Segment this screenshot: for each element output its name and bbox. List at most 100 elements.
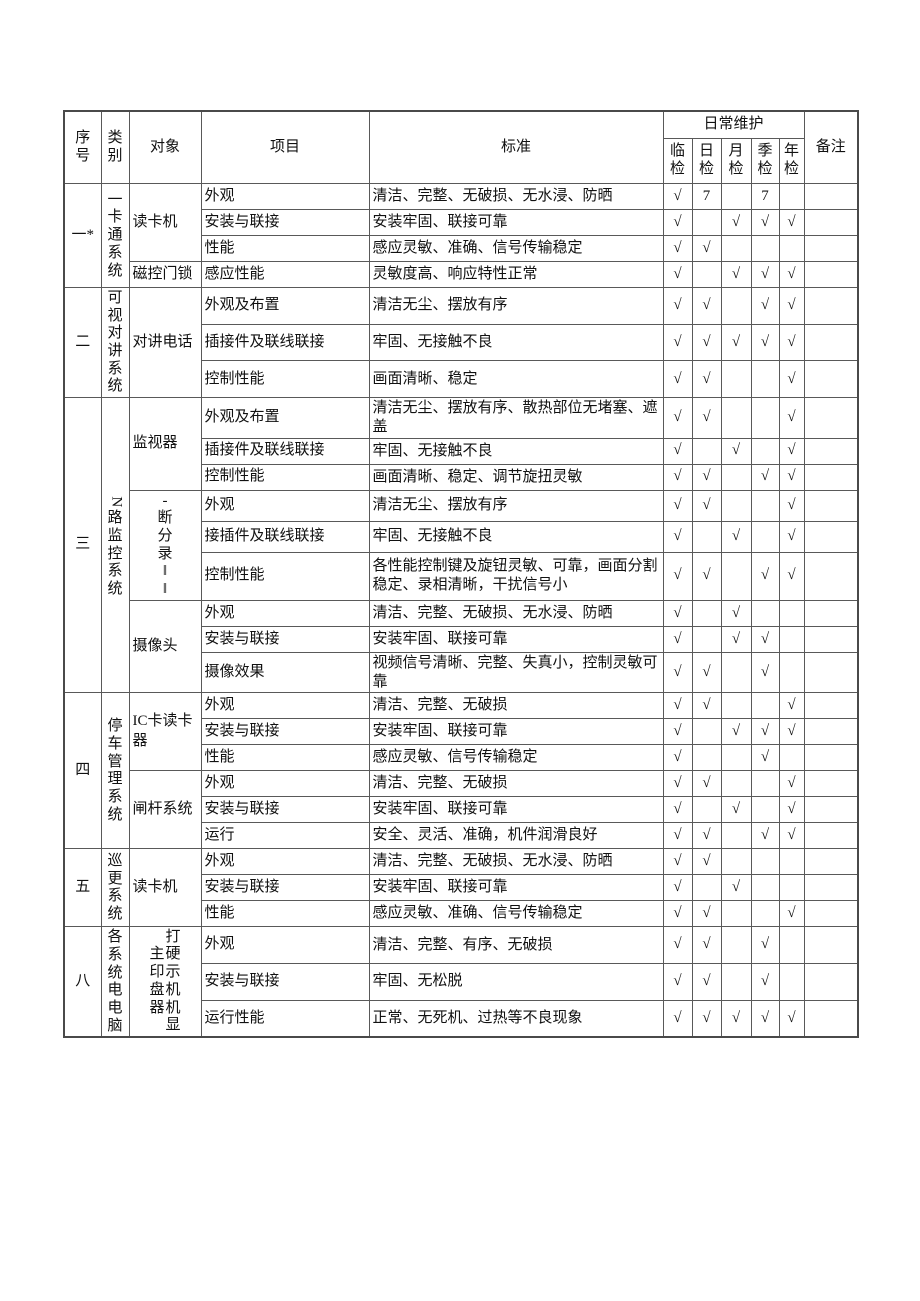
remark-cell <box>803 261 859 288</box>
standard-cell: 清洁、完整、无破损、无水浸、防晒 <box>368 599 664 627</box>
object-cell: 摄像头 <box>128 599 202 694</box>
check-cell-4: √ <box>778 437 805 465</box>
item-cell: 控制性能 <box>200 551 370 601</box>
check-cell-4 <box>778 183 805 210</box>
item-cell: 安装与联接 <box>200 874 370 902</box>
item-cell: 摄像效果 <box>200 651 370 694</box>
check-cell-0: √ <box>662 770 693 798</box>
vertical-text: 打硬示机机显 <box>165 928 181 1034</box>
vertical-text: 巡更系统 <box>107 852 123 922</box>
vertical-text: 临检 <box>669 143 685 177</box>
header-check-1: 日检 <box>691 138 722 184</box>
check-cell-3: √ <box>750 261 780 288</box>
item-cell: 外观 <box>200 692 370 720</box>
check-cell-1: √ <box>691 651 722 694</box>
check-cell-0: √ <box>662 599 693 627</box>
check-cell-0: √ <box>662 520 693 553</box>
standard-cell: 感应灵敏、信号传输稳定 <box>368 744 664 772</box>
header-check-3: 季检 <box>750 138 780 184</box>
table-row: 二可视对讲系统对讲电话 外观及布置 清洁无尘、摆放有序 √ √ √ √ <box>63 286 859 399</box>
remark-cell <box>803 520 859 553</box>
check-cell-4: √ <box>778 463 805 491</box>
standard-cell: 安装牢固、联接可靠 <box>368 209 664 236</box>
check-cell-1: √ <box>691 397 722 439</box>
remark-cell <box>803 962 859 1001</box>
check-cell-4 <box>778 926 805 964</box>
check-cell-4 <box>778 235 805 262</box>
check-cell-2 <box>720 848 752 876</box>
check-cell-0: √ <box>662 397 693 439</box>
object-cell: 主印盘器打硬示机机显 <box>128 926 202 1038</box>
check-cell-4 <box>778 599 805 627</box>
table-row: 性能 感应灵敏、准确、信号传输稳定 √ √ √ <box>64 900 859 928</box>
remark-cell <box>803 692 859 720</box>
check-cell-2: √ <box>720 999 752 1038</box>
vertical-text: 主印盘器 <box>149 946 165 1016</box>
standard-cell: 画面清晰、稳定、调节旋扭灵敏 <box>368 463 664 491</box>
check-cell-3: √ <box>750 651 780 694</box>
check-cell-4: √ <box>778 551 805 601</box>
table-row: 摄像头 外观 清洁、完整、无破损、无水浸、防晒 √ √ <box>64 599 859 694</box>
table-row: 闸杆系统 外观 清洁、完整、无破损 √ √ √ <box>64 770 859 850</box>
remark-cell <box>803 235 859 262</box>
check-cell-0: √ <box>662 962 693 1001</box>
table-row: 四停车管理系统 IC卡读卡器 外观 清洁、完整、无破损 √ √ √ <box>63 692 859 850</box>
remark-cell <box>803 489 859 522</box>
vertical-text: 类别 <box>107 129 123 164</box>
check-cell-2 <box>720 900 752 928</box>
standard-cell: 清洁、完整、有序、无破损 <box>368 926 664 964</box>
table-row: 摄像效果 视频信号清晰、完整、失真小，控制灵敏可靠 √ √ √ <box>64 651 859 694</box>
check-cell-1: √ <box>691 235 722 262</box>
table-row: 运行 安全、灵活、准确，机件润滑良好 √ √ √ √ <box>64 822 859 850</box>
check-cell-3 <box>750 397 780 439</box>
check-cell-4: √ <box>778 261 805 288</box>
vertical-text-columns: 主印盘器打硬示机机显 <box>149 929 180 1035</box>
check-cell-3 <box>750 874 780 902</box>
check-cell-2 <box>720 744 752 772</box>
check-cell-1: √ <box>691 926 722 964</box>
check-cell-0: √ <box>662 926 693 964</box>
table-row: 三 N 路监控系统监视器 外观及布置 清洁无尘、摆放有序、散热部位无堵塞、遮盖 √ √ √ <box>63 397 859 694</box>
check-cell-2 <box>720 962 752 1001</box>
remark-cell <box>803 874 859 902</box>
table-row: 控制性能 画面清晰、稳定 √ √ √ <box>64 360 859 399</box>
check-cell-3 <box>750 437 780 465</box>
object-cell: 磁控门锁 <box>128 261 202 288</box>
remark-cell <box>803 287 859 325</box>
vertical-text: 各系统电电脑 <box>107 929 123 1034</box>
check-cell-0: √ <box>662 209 693 236</box>
table-row: 控制性能 画面清晰、稳定、调节旋扭灵敏 √ √ √ √ <box>64 463 859 491</box>
check-cell-1: √ <box>691 822 722 850</box>
table-row: 五巡更系统读卡机 外观 清洁、完整、无破损、无水浸、防晒 √ √ <box>63 848 859 928</box>
remark-cell <box>803 463 859 491</box>
check-cell-1: √ <box>691 999 722 1038</box>
item-cell: 外观 <box>200 926 370 964</box>
check-cell-0: √ <box>662 651 693 694</box>
header-object: 对象 <box>128 110 202 184</box>
standard-cell: 安装牢固、联接可靠 <box>368 718 664 746</box>
table-row: 安装与联接 安装牢固、联接可靠 √ √ √ <box>64 625 859 653</box>
check-cell-3: √ <box>750 926 780 964</box>
standard-cell: 清洁、完整、无破损、无水浸、防晒 <box>368 848 664 876</box>
check-cell-3 <box>750 900 780 928</box>
check-cell-3 <box>750 770 780 798</box>
vertical-text: 年检 <box>783 143 799 177</box>
check-cell-0: √ <box>662 822 693 850</box>
check-cell-2 <box>720 287 752 325</box>
check-cell-4 <box>778 744 805 772</box>
check-cell-4: √ <box>778 999 805 1038</box>
category-cell: 停车管理系统 <box>100 692 130 850</box>
seq-cell: 八 <box>63 926 102 1038</box>
check-cell-4: √ <box>778 900 805 928</box>
check-cell-0: √ <box>662 999 693 1038</box>
check-cell-1: √ <box>691 287 722 325</box>
check-cell-2 <box>720 551 752 601</box>
check-cell-3: √ <box>750 999 780 1038</box>
table-row: 安装与联接 安装牢固、联接可靠 √ √ <box>64 874 859 902</box>
item-cell: 安装与联接 <box>200 796 370 824</box>
standard-cell: 清洁、完整、无破损 <box>368 692 664 720</box>
maintenance-table: 序号类别对象 项目 标准 日常维护 备注临检日检月检季检年检一* 一卡通系统读卡机 外观 清洁… <box>63 110 859 1039</box>
item-cell: 外观 <box>200 599 370 627</box>
item-cell: 控制性能 <box>200 463 370 491</box>
